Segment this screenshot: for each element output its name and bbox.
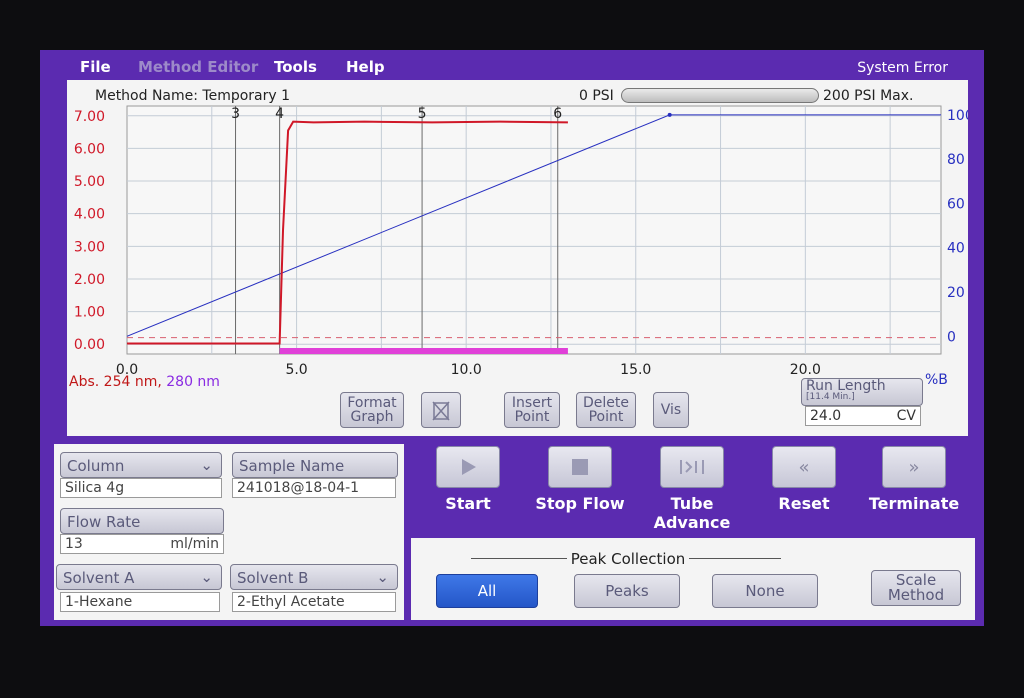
tube-advance-icon	[680, 460, 704, 474]
play-icon	[462, 459, 476, 475]
y-left-tick-label: 5.00	[74, 174, 105, 190]
y-left-tick-label: 1.00	[74, 305, 105, 321]
menu-method-editor[interactable]: Method Editor	[138, 58, 259, 76]
fraction-marker-label: 6	[553, 106, 562, 122]
y-left-tick-label: 6.00	[74, 141, 105, 157]
x-tick-label: 10.0	[451, 362, 482, 378]
peak-collection-title-wrap: Peak Collection	[411, 550, 845, 568]
insert-point-button[interactable]: Insert Point	[504, 392, 560, 428]
scale-method-button[interactable]: Scale Method	[871, 570, 961, 606]
gradient-node-point	[667, 112, 672, 117]
terminate-button[interactable]: »	[882, 446, 946, 488]
fraction-marker-label: 3	[231, 106, 240, 122]
run-length-value: 24.0	[810, 408, 842, 424]
psi-max-label: 200 PSI Max.	[823, 88, 914, 104]
peak-none-button[interactable]: None	[712, 574, 818, 608]
solvent-b-label: Solvent B	[237, 569, 309, 587]
instrument-screen: File Method Editor Tools Help System Err…	[40, 50, 984, 626]
column-field[interactable]: Silica 4g	[60, 478, 222, 498]
menu-tools[interactable]: Tools	[274, 58, 317, 76]
solvent-a-label: Solvent A	[63, 569, 135, 587]
absorbance-series-line	[127, 120, 568, 345]
run-length-minutes: [11.4 Min.]	[806, 392, 855, 402]
clear-icon	[432, 401, 450, 421]
reset-button[interactable]: «	[772, 446, 836, 488]
tube-advance-button[interactable]	[660, 446, 724, 488]
solvent-a-dropdown[interactable]: Solvent A ⌄	[56, 564, 222, 590]
plot-area	[126, 105, 942, 355]
detector-wavelength-label: Abs. 254 nm, 280 nm	[69, 374, 220, 390]
pressure-bar	[621, 88, 819, 103]
stop-flow-button[interactable]	[548, 446, 612, 488]
system-error-status[interactable]: System Error	[857, 60, 948, 76]
x-tick-label: 15.0	[620, 362, 651, 378]
chevron-down-icon: ⌄	[200, 456, 213, 474]
method-name: Method Name: Temporary 1	[95, 88, 291, 104]
x-tick-label: 20.0	[790, 362, 821, 378]
wavelength-254-label: Abs. 254 nm,	[69, 374, 162, 390]
parameter-panel: Column ⌄ Silica 4g Sample Name 241018@18…	[54, 444, 404, 620]
flow-rate-field[interactable]: 13 ml/min	[60, 534, 224, 554]
delete-point-button[interactable]: Delete Point	[576, 392, 636, 428]
chevron-down-icon: ⌄	[376, 568, 389, 586]
reset-label: Reset	[778, 494, 830, 513]
peak-peaks-button[interactable]: Peaks	[574, 574, 680, 608]
flow-rate-button[interactable]: Flow Rate	[60, 508, 224, 534]
y-left-tick-label: 7.00	[74, 109, 105, 125]
menu-bar: File Method Editor Tools Help System Err…	[40, 50, 984, 80]
y-right-tick-label: 60	[947, 196, 965, 212]
x-tick-label: 5.0	[285, 362, 307, 378]
column-label: Column	[67, 457, 125, 475]
column-dropdown[interactable]: Column ⌄	[60, 452, 222, 478]
run-control-panel: Start Stop Flow Tube Advance « Reset » T…	[410, 444, 976, 538]
y-right-tick-label: 40	[947, 241, 965, 257]
percent-b-axis-label: %B	[925, 372, 948, 388]
flow-rate-value: 13	[65, 536, 83, 552]
start-button[interactable]	[436, 446, 500, 488]
run-length-input[interactable]: 24.0 CV	[805, 406, 921, 426]
tube-advance-label: Tube Advance	[653, 494, 731, 532]
fraction-marker-label: 5	[418, 106, 427, 122]
chevron-down-icon: ⌄	[200, 568, 213, 586]
solvent-b-field[interactable]: 2-Ethyl Acetate	[232, 592, 396, 612]
y-right-tick-label: 80	[947, 152, 965, 168]
y-right-tick-label: 100	[947, 108, 968, 124]
run-length-label: Run Length	[806, 378, 886, 394]
stop-flow-label: Stop Flow	[535, 494, 625, 513]
y-left-tick-label: 4.00	[74, 207, 105, 223]
y-right-tick-label: 0	[947, 329, 956, 345]
sample-name-button[interactable]: Sample Name	[232, 452, 398, 478]
peak-collection-title: Peak Collection	[566, 550, 690, 568]
wavelength-280-label: 280 nm	[166, 374, 220, 390]
solvent-a-field[interactable]: 1-Hexane	[60, 592, 220, 612]
flow-rate-unit: ml/min	[170, 536, 219, 552]
rewind-icon: «	[798, 456, 810, 478]
y-right-tick-label: 20	[947, 285, 965, 301]
run-length-unit: CV	[896, 408, 916, 424]
visibility-button[interactable]: Vis	[653, 392, 689, 428]
menu-help[interactable]: Help	[346, 58, 385, 76]
y-left-tick-label: 3.00	[74, 239, 105, 255]
start-label: Start	[445, 494, 491, 513]
collection-bar	[279, 348, 568, 354]
y-left-tick-label: 0.00	[74, 337, 105, 353]
peak-all-button[interactable]: All	[436, 574, 538, 608]
fast-forward-icon: »	[908, 456, 920, 478]
menu-file[interactable]: File	[80, 58, 111, 76]
psi-min-label: 0 PSI	[579, 88, 614, 104]
terminate-label: Terminate	[868, 494, 960, 513]
peak-collection-panel: Peak Collection All Peaks None Scale Meth…	[411, 538, 975, 620]
stop-icon	[572, 459, 588, 475]
chromatogram-chart[interactable]: 0.00 1.00 2.00 3.00 4.00 5.00 6.00 7.00 0 20 40 60 8…	[67, 80, 968, 436]
format-graph-button[interactable]: Format Graph	[340, 392, 404, 428]
sample-name-field[interactable]: 241018@18-04-1	[232, 478, 396, 498]
fraction-marker-label: 4	[275, 106, 284, 122]
chart-panel: 0.00 1.00 2.00 3.00 4.00 5.00 6.00 7.00 0 20 40 60 8…	[67, 80, 968, 436]
run-length-button[interactable]: Run Length [11.4 Min.]	[801, 378, 923, 406]
clear-graph-button[interactable]	[421, 392, 461, 428]
x-tick-label: 0.0	[116, 362, 138, 378]
y-left-tick-label: 2.00	[74, 272, 105, 288]
solvent-b-dropdown[interactable]: Solvent B ⌄	[230, 564, 398, 590]
